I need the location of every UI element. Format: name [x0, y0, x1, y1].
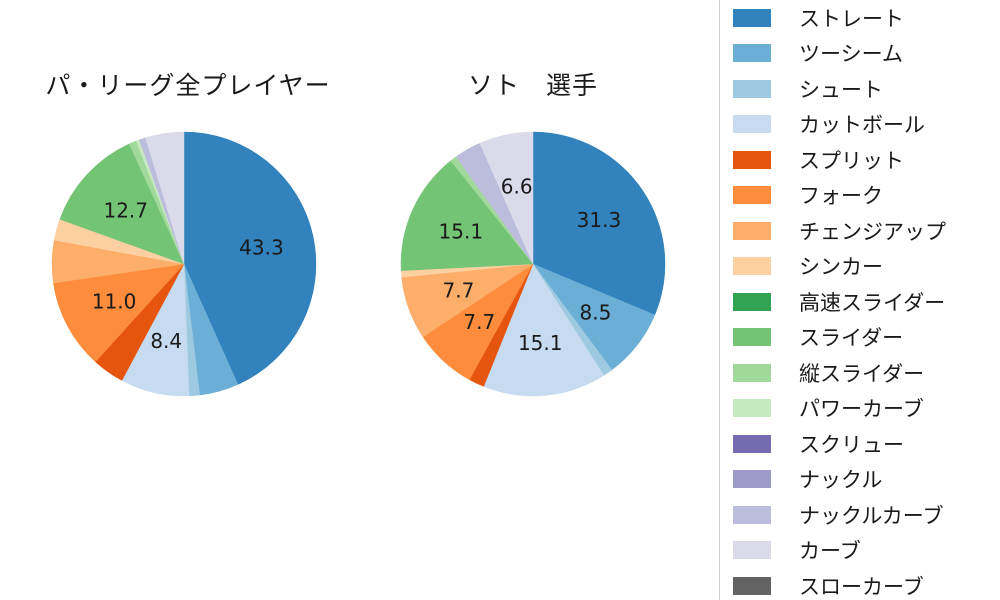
- legend-box: ストレートツーシームシュートカットボール スプリットフォークチェンジアップ シンカー…: [719, 0, 1000, 600]
- legend-swatch-5: [733, 186, 771, 205]
- pie1-value-label-1: 8.5: [580, 301, 612, 325]
- legend-swatch-14: [733, 505, 771, 524]
- legend-label-15: カーブ: [799, 539, 861, 564]
- legend-swatch-7: [733, 257, 771, 276]
- legend-swatch-0: [733, 8, 771, 27]
- legend-item-3: カットボール: [733, 107, 1000, 143]
- legend-swatch-12: [733, 434, 771, 453]
- legend-item-7: シンカー: [733, 249, 1000, 285]
- legend-item-6: チェンジアップ: [733, 213, 1000, 249]
- pie1-value-label-3: 15.1: [518, 331, 563, 355]
- pie0-value-label-3: 8.4: [150, 329, 182, 353]
- pie1-slice-8: [400, 160, 534, 271]
- legend-item-0: ストレート: [733, 0, 1000, 36]
- pie1-value-label-11: 6.6: [501, 174, 533, 198]
- pie-title-right: ソト 選手: [467, 71, 599, 100]
- legend-swatch-15: [733, 541, 771, 560]
- legend-label-16: スローカーブ: [799, 574, 924, 599]
- legend-swatch-8: [733, 292, 771, 311]
- legend-swatch-11: [733, 399, 771, 418]
- legend-item-1: ツーシーム: [733, 36, 1000, 72]
- legend-label-2: シュート: [799, 77, 883, 102]
- legend-label-4: スプリット: [799, 148, 904, 173]
- legend-label-0: ストレート: [799, 6, 904, 31]
- legend-swatch-9: [733, 328, 771, 347]
- pie0-value-label-8: 12.7: [103, 198, 148, 222]
- pie1-value-label-5: 7.7: [463, 310, 495, 334]
- pie0-value-label-0: 43.3: [239, 235, 284, 259]
- legend-item-11: パワーカーブ: [733, 391, 1000, 427]
- legend-label-8: 高速スライダー: [799, 290, 946, 315]
- legend-label-13: ナックル: [799, 468, 883, 493]
- legend-item-16: スローカーブ: [733, 568, 1000, 600]
- legend-item-8: 高速スライダー: [733, 284, 1000, 320]
- pie1-slice-0: [532, 131, 666, 316]
- legend-item-15: カーブ: [733, 533, 1000, 569]
- legend-item-4: スプリット: [733, 142, 1000, 178]
- pie1-value-label-6: 7.7: [442, 279, 474, 303]
- legend-label-6: チェンジアップ: [799, 219, 946, 244]
- pie-title-left: パ・リーグ全プレイヤー: [45, 71, 331, 100]
- legend-item-13: ナックル: [733, 462, 1000, 498]
- pie1-value-label-0: 31.3: [577, 208, 622, 232]
- pie0-slice-0: [183, 131, 317, 385]
- legend-label-11: パワーカーブ: [799, 397, 924, 422]
- legend-swatch-6: [733, 221, 771, 240]
- pie0-slice-5: [53, 263, 185, 363]
- legend-label-5: フォーク: [799, 184, 883, 209]
- legend-label-12: スクリュー: [799, 432, 904, 457]
- legend-swatch-1: [733, 44, 771, 63]
- pie1-slice-11: [479, 131, 534, 265]
- legend-swatch-3: [733, 115, 771, 134]
- legend-label-9: スライダー: [799, 326, 904, 351]
- legend-item-2: シュート: [733, 71, 1000, 107]
- pie0-slice-12: [145, 131, 185, 265]
- pie0-slice-8: [59, 143, 185, 265]
- legend-label-10: 縦スライダー: [799, 361, 925, 386]
- pie0-value-label-5: 11.0: [92, 289, 137, 313]
- legend-swatch-10: [733, 363, 771, 382]
- legend-label-1: ツーシーム: [799, 42, 903, 67]
- legend-item-12: スクリュー: [733, 426, 1000, 462]
- legend-label-7: シンカー: [799, 255, 883, 280]
- legend-swatch-2: [733, 79, 771, 98]
- legend-swatch-16: [733, 576, 771, 595]
- legend-swatch-4: [733, 150, 771, 169]
- pie1-value-label-8: 15.1: [439, 219, 484, 243]
- legend-item-14: ナックルカーブ: [733, 497, 1000, 533]
- legend-item-10: 縦スライダー: [733, 355, 1000, 391]
- legend-item-9: スライダー: [733, 320, 1000, 356]
- legend-label-3: カットボール: [799, 113, 925, 138]
- legend-swatch-13: [733, 470, 771, 489]
- legend-item-5: フォーク: [733, 178, 1000, 214]
- pie1-slice-3: [483, 263, 605, 397]
- legend-label-14: ナックルカーブ: [799, 503, 944, 528]
